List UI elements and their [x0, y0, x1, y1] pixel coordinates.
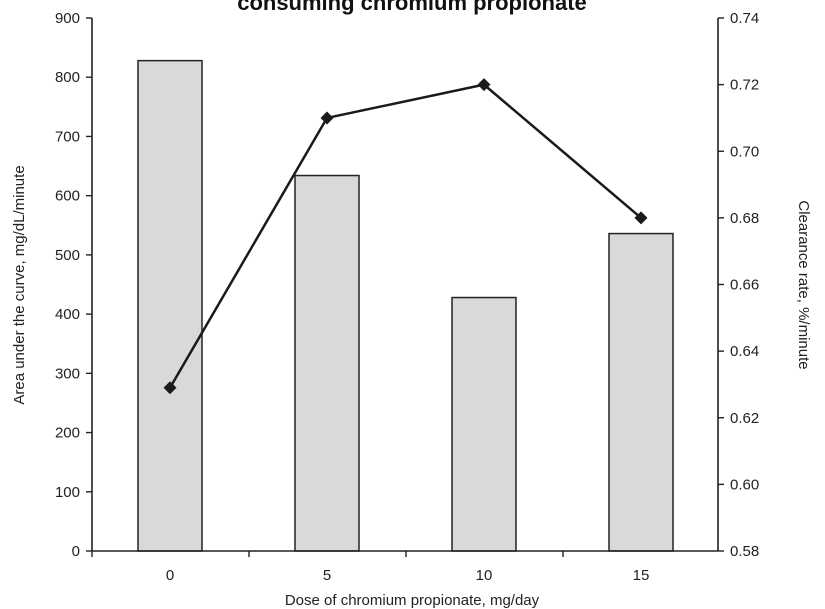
y-tick-label: 500: [55, 247, 80, 264]
clearance-point-5: [320, 111, 334, 125]
clearance-point-15: [634, 211, 648, 225]
y2-axis-label: Clearance rate, %/minute: [795, 200, 812, 369]
y2-tick-label: 0.70: [730, 143, 759, 160]
x-tick-label: 5: [323, 567, 331, 584]
y2-tick-label: 0.64: [730, 343, 759, 360]
y2-tick-label: 0.72: [730, 77, 759, 94]
x-axis-label: Dose of chromium propionate, mg/day: [285, 592, 540, 609]
y2-tick-label: 0.66: [730, 277, 759, 294]
y-tick-label: 0: [72, 543, 80, 560]
y2-tick-label: 0.62: [730, 410, 759, 427]
axes-layer: 01002003004005006007008009000.580.600.62…: [55, 10, 759, 584]
clearance-rate-line: [168, 83, 642, 389]
y2-tick-label: 0.74: [730, 10, 759, 27]
y-tick-label: 800: [55, 69, 80, 86]
y-axis-label: Area under the curve, mg/dL/minute: [11, 165, 28, 404]
bars-layer: [137, 59, 674, 552]
x-tick-label: 15: [633, 567, 650, 584]
y-tick-label: 600: [55, 188, 80, 205]
clearance-point-10: [477, 78, 491, 92]
y2-tick-label: 0.68: [730, 210, 759, 227]
chart-title: consuming chromium propionate: [237, 0, 587, 15]
y-tick-label: 700: [55, 128, 80, 145]
line-layer: [163, 78, 648, 395]
clearance-point-0: [163, 381, 177, 395]
y-tick-label: 300: [55, 365, 80, 382]
y-tick-label: 900: [55, 10, 80, 27]
x-tick-label: 10: [476, 567, 493, 584]
x-tick-label: 0: [166, 567, 174, 584]
bar-0: [137, 59, 203, 552]
y2-tick-label: 0.58: [730, 543, 759, 560]
y-tick-label: 400: [55, 306, 80, 323]
y-tick-label: 200: [55, 425, 80, 442]
y2-tick-label: 0.60: [730, 476, 759, 493]
bar-10: [451, 296, 517, 552]
bar-15: [608, 232, 674, 552]
bar-5: [294, 174, 360, 552]
y-tick-label: 100: [55, 484, 80, 501]
